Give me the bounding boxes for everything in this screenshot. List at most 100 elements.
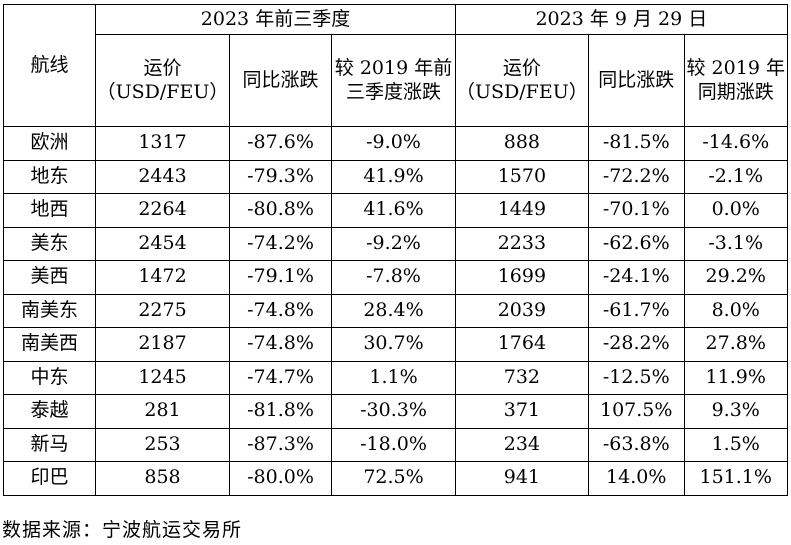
value-cell: -3.1%	[683, 226, 788, 261]
value-cell: 151.1%	[683, 461, 788, 496]
value-cell: -79.1%	[229, 260, 332, 295]
value-cell: -74.7%	[229, 360, 332, 395]
col-header-line1: 运价	[143, 56, 182, 79]
value-cell: 2264	[95, 193, 230, 228]
route-cell: 中东	[3, 360, 96, 395]
value-cell: 11.9%	[683, 360, 788, 395]
value-cell: -87.3%	[229, 427, 332, 462]
route-cell: 欧洲	[3, 126, 96, 161]
value-cell: 27.8%	[683, 327, 788, 362]
table-row: 地西 2264 -80.8% 41.6% 1449 -70.1% 0.0%	[3, 193, 788, 228]
route-cell: 南美东	[3, 293, 96, 328]
route-header: 航线	[3, 4, 96, 127]
value-cell: 234	[455, 427, 589, 462]
value-cell: 30.7%	[331, 327, 456, 362]
value-cell: -30.3%	[331, 394, 456, 429]
value-cell: 1.5%	[683, 427, 788, 462]
table-row: 印巴 858 -80.0% 72.5% 941 14.0% 151.1%	[3, 461, 788, 496]
value-cell: 1699	[455, 260, 589, 295]
value-cell: -74.8%	[229, 293, 332, 328]
route-cell: 印巴	[3, 461, 96, 496]
table-row: 南美西 2187 -74.8% 30.7% 1764 -28.2% 27.8%	[3, 327, 788, 362]
value-cell: 8.0%	[683, 293, 788, 328]
value-cell: 2187	[95, 327, 230, 362]
value-cell: -14.6%	[683, 126, 788, 161]
route-cell: 地东	[3, 159, 96, 194]
col-header-yoy-0929: 同比涨跌	[587, 34, 685, 127]
value-cell: -24.1%	[587, 260, 685, 295]
value-cell: -28.2%	[587, 327, 685, 362]
value-cell: 41.9%	[331, 159, 456, 194]
table-row: 南美东 2275 -74.8% 28.4% 2039 -61.7% 8.0%	[3, 293, 788, 328]
value-cell: 1570	[455, 159, 589, 194]
value-cell: -7.8%	[331, 260, 456, 295]
value-cell: 371	[455, 394, 589, 429]
value-cell: 1764	[455, 327, 589, 362]
value-cell: 1.1%	[331, 360, 456, 395]
value-cell: 0.0%	[683, 193, 788, 228]
route-cell: 美东	[3, 226, 96, 261]
table-row: 美东 2454 -74.2% -9.2% 2233 -62.6% -3.1%	[3, 226, 788, 261]
value-cell: -81.8%	[229, 394, 332, 429]
col-header-yoy-q1-q3: 同比涨跌	[229, 34, 332, 127]
group-header-2023-09-29: 2023 年 9 月 29 日	[455, 4, 788, 35]
value-cell: -74.2%	[229, 226, 332, 261]
value-cell: 1317	[95, 126, 230, 161]
value-cell: 281	[95, 394, 230, 429]
freight-rate-table: 航线 2023 年前三季度 2023 年 9 月 29 日 运价 （USD/FE…	[3, 4, 788, 496]
value-cell: 941	[455, 461, 589, 496]
table-row: 中东 1245 -74.7% 1.1% 732 -12.5% 11.9%	[3, 360, 788, 395]
source-note: 数据来源：宁波航运交易所	[2, 519, 243, 541]
value-cell: 107.5%	[587, 394, 685, 429]
value-cell: 2443	[95, 159, 230, 194]
table-row: 新马 253 -87.3% -18.0% 234 -63.8% 1.5%	[3, 427, 788, 462]
value-cell: 14.0%	[587, 461, 685, 496]
value-cell: -80.0%	[229, 461, 332, 496]
value-cell: -9.2%	[331, 226, 456, 261]
route-cell: 新马	[3, 427, 96, 462]
value-cell: -79.3%	[229, 159, 332, 194]
col-header-line2: （USD/FEU）	[96, 80, 229, 103]
value-cell: 2039	[455, 293, 589, 328]
value-cell: 1449	[455, 193, 589, 228]
value-cell: 732	[455, 360, 589, 395]
table-row: 泰越 281 -81.8% -30.3% 371 107.5% 9.3%	[3, 394, 788, 429]
route-cell: 泰越	[3, 394, 96, 429]
value-cell: 9.3%	[683, 394, 788, 429]
value-cell: 253	[95, 427, 230, 462]
route-cell: 地西	[3, 193, 96, 228]
route-cell: 南美西	[3, 327, 96, 362]
value-cell: -63.8%	[587, 427, 685, 462]
col-header-vs2019-q1-q3: 较 2019 年前三季度涨跌	[331, 34, 456, 127]
col-header-rate-0929: 运价 （USD/FEU）	[455, 34, 589, 127]
col-header-line2: （USD/FEU）	[456, 80, 588, 103]
col-header-vs2019-0929: 较 2019 年同期涨跌	[683, 34, 788, 127]
value-cell: -62.6%	[587, 226, 685, 261]
value-cell: 41.6%	[331, 193, 456, 228]
value-cell: -72.2%	[587, 159, 685, 194]
col-header-rate-q1-q3: 运价 （USD/FEU）	[95, 34, 230, 127]
value-cell: 29.2%	[683, 260, 788, 295]
value-cell: -70.1%	[587, 193, 685, 228]
value-cell: 888	[455, 126, 589, 161]
value-cell: -2.1%	[683, 159, 788, 194]
value-cell: -12.5%	[587, 360, 685, 395]
value-cell: 72.5%	[331, 461, 456, 496]
value-cell: 2454	[95, 226, 230, 261]
value-cell: 858	[95, 461, 230, 496]
value-cell: 2275	[95, 293, 230, 328]
value-cell: -81.5%	[587, 126, 685, 161]
value-cell: 2233	[455, 226, 589, 261]
col-header-line1: 运价	[502, 56, 541, 79]
value-cell: -80.8%	[229, 193, 332, 228]
table-row: 地东 2443 -79.3% 41.9% 1570 -72.2% -2.1%	[3, 159, 788, 194]
route-cell: 美西	[3, 260, 96, 295]
value-cell: 1245	[95, 360, 230, 395]
table-row: 美西 1472 -79.1% -7.8% 1699 -24.1% 29.2%	[3, 260, 788, 295]
value-cell: 28.4%	[331, 293, 456, 328]
value-cell: -74.8%	[229, 327, 332, 362]
value-cell: -9.0%	[331, 126, 456, 161]
value-cell: -87.6%	[229, 126, 332, 161]
group-header-2023-q1-q3: 2023 年前三季度	[95, 4, 456, 35]
value-cell: 1472	[95, 260, 230, 295]
